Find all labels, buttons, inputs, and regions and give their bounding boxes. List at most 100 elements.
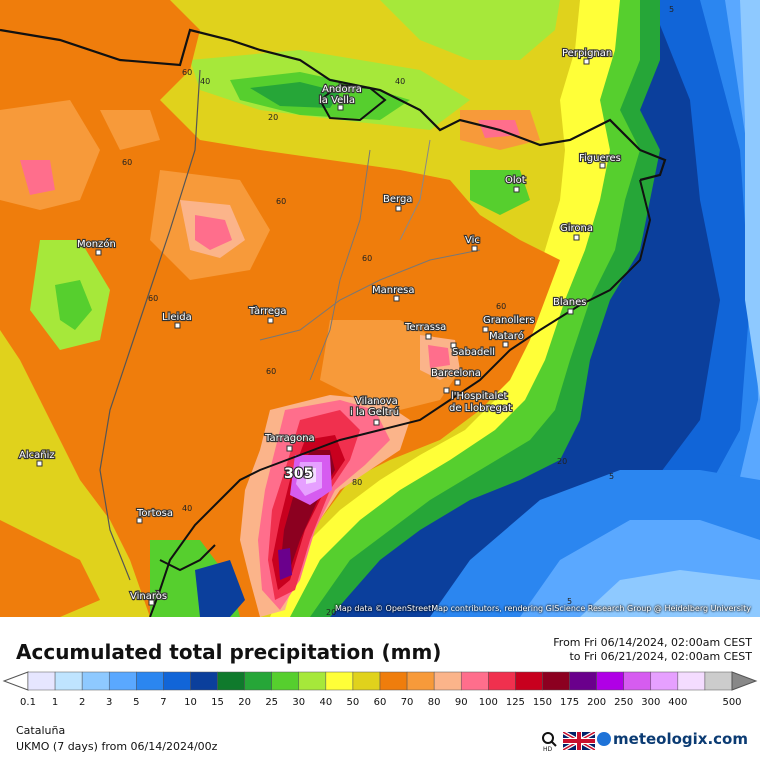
scale-swatch — [433, 671, 462, 691]
map-attribution: Map data © OpenStreetMap contributors, r… — [335, 604, 751, 613]
scale-tick-label: 300 — [641, 697, 661, 708]
contour-labels: 5 60 40 40 20 60 60 60 60 60 60 40 20 5 … — [122, 5, 674, 617]
svg-text:40: 40 — [182, 504, 192, 513]
scale-swatch — [542, 671, 570, 691]
region-name: Cataluña — [16, 724, 66, 737]
scale-tick-label: 25 — [265, 697, 279, 708]
brand-logo[interactable]: meteologix.com — [597, 730, 748, 748]
svg-text:Perpignan: Perpignan — [562, 48, 612, 59]
svg-text:60: 60 — [276, 197, 286, 206]
svg-text:Terrassa: Terrassa — [404, 322, 446, 333]
scale-tick-label: 30 — [292, 697, 306, 708]
scale-swatch — [244, 671, 272, 691]
svg-text:HD: HD — [543, 746, 553, 751]
brand-mark-icon — [597, 732, 612, 746]
scale-tick-label: 10 — [184, 697, 197, 708]
legend-title: Accumulated total precipitation (mm) — [16, 640, 442, 664]
city-sabadell[interactable]: Sabadell — [450, 342, 496, 359]
color-scale-ticks: 0.1 1 2 3 5 7 10 15 20 25 30 40 50 60 70 80 90 100 125 150 1… — [0, 697, 760, 711]
scale-tick-label: 60 — [373, 697, 387, 708]
scale-tick-label: 50 — [346, 697, 360, 708]
svg-text:Manresa: Manresa — [372, 285, 414, 296]
scale-tick-label: 7 — [160, 697, 167, 708]
scale-tick-label: 250 — [614, 697, 634, 708]
city-lleida[interactable]: Lleida — [161, 311, 193, 329]
scale-tick-label: 150 — [532, 697, 552, 708]
scale-swatch — [54, 671, 83, 691]
scale-arrow-right — [731, 671, 758, 691]
svg-text:40: 40 — [200, 77, 210, 86]
city-monzon[interactable]: Monzón — [76, 237, 117, 256]
svg-text:Barcelona: Barcelona — [431, 368, 481, 379]
city-berga[interactable]: Berga — [382, 193, 414, 212]
scale-swatch — [27, 671, 56, 691]
svg-text:Blanes: Blanes — [553, 297, 586, 308]
svg-text:Alcañiz: Alcañiz — [19, 450, 55, 461]
scale-tick-label: 200 — [587, 697, 607, 708]
precipitation-map[interactable]: Perpignan Andorra la Vella Figueres Olot … — [0, 0, 760, 617]
svg-text:60: 60 — [496, 302, 506, 311]
svg-text:Sabadell: Sabadell — [452, 347, 495, 358]
svg-text:Lleida: Lleida — [162, 312, 192, 323]
svg-text:60: 60 — [362, 254, 372, 263]
city-vinaros[interactable]: Vinaròs — [129, 589, 168, 606]
city-barcelona[interactable]: Barcelona — [430, 367, 482, 386]
city-figueres[interactable]: Figueres — [578, 152, 622, 169]
city-tarrega[interactable]: Tàrrega — [247, 304, 288, 324]
city-vic[interactable]: Vic — [464, 234, 481, 252]
svg-text:20: 20 — [268, 113, 278, 122]
scale-swatch — [515, 671, 543, 691]
city-tortosa[interactable]: Tortosa — [135, 507, 174, 524]
city-perpignan[interactable]: Perpignan — [561, 47, 613, 65]
city-granollers[interactable]: Granollers — [482, 314, 536, 333]
scale-tick-label: 125 — [505, 697, 525, 708]
svg-text:5: 5 — [669, 5, 674, 14]
scale-swatch — [406, 671, 435, 691]
scale-swatch — [81, 671, 110, 691]
svg-text:Berga: Berga — [383, 194, 412, 205]
svg-text:Olot: Olot — [505, 175, 526, 186]
scale-tick-label: 80 — [427, 697, 441, 708]
svg-text:Granollers: Granollers — [483, 315, 534, 326]
scale-swatch — [488, 671, 516, 691]
scale-tick-label: 40 — [319, 697, 333, 708]
magnifier-hd-icon[interactable]: HD — [541, 731, 559, 751]
scale-swatch — [352, 671, 381, 691]
city-blanes[interactable]: Blanes — [552, 296, 588, 315]
scale-tick-label: 175 — [559, 697, 580, 708]
city-alcaniz[interactable]: Alcañiz — [18, 449, 56, 467]
to-date: to Fri 06/21/2024, 02:00am CEST — [569, 650, 752, 663]
city-tarragona[interactable]: Tarragona — [263, 432, 316, 452]
scale-swatch — [650, 671, 679, 691]
uk-flag-icon[interactable] — [563, 732, 595, 750]
scale-tick-label: 15 — [211, 697, 224, 708]
svg-text:de Llobregat: de Llobregat — [449, 403, 512, 414]
scale-tick-label: 70 — [400, 697, 414, 708]
city-terrassa[interactable]: Terrassa — [403, 321, 447, 340]
scale-tick-label: 3 — [106, 697, 113, 708]
scale-swatch — [298, 671, 327, 691]
svg-text:Girona: Girona — [560, 223, 593, 234]
scale-tick-label: 5 — [133, 697, 140, 708]
scale-swatch — [136, 671, 164, 691]
scale-swatch — [108, 671, 137, 691]
city-mataro[interactable]: Mataró — [488, 329, 525, 348]
city-girona[interactable]: Girona — [559, 222, 594, 241]
svg-text:20: 20 — [557, 457, 567, 466]
scale-swatch — [217, 671, 245, 691]
svg-text:Mataró: Mataró — [489, 330, 524, 342]
svg-text:5: 5 — [567, 597, 572, 606]
svg-text:Figueres: Figueres — [579, 153, 621, 164]
scale-swatch — [569, 671, 597, 691]
svg-text:Tàrrega: Tàrrega — [248, 305, 287, 317]
valid-period: From Fri 06/14/2024, 02:00am CEST to Fri… — [553, 636, 752, 664]
scale-swatch — [596, 671, 624, 691]
city-olot[interactable]: Olot — [504, 174, 527, 193]
scale-swatch — [704, 671, 733, 691]
svg-text:60: 60 — [122, 158, 132, 167]
city-manresa[interactable]: Manresa — [371, 284, 416, 302]
